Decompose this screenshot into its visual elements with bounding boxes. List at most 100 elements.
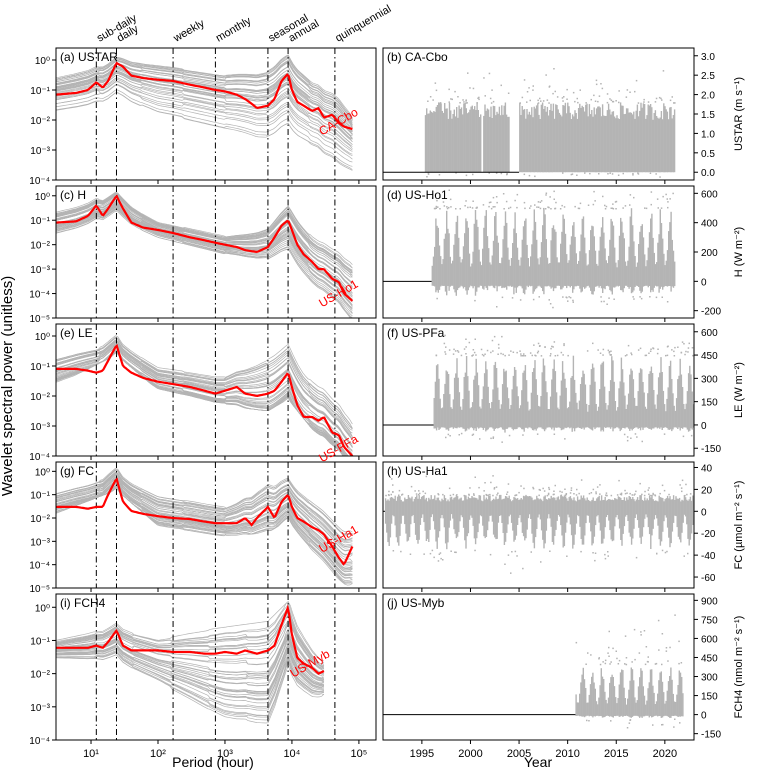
data-band (685, 403, 687, 428)
data-band (689, 365, 691, 431)
data-point (486, 349, 489, 352)
data-point (658, 96, 661, 99)
data-band (634, 256, 636, 287)
data-band (473, 379, 475, 431)
data-band (518, 408, 521, 428)
data-point (649, 172, 652, 174)
data-point (656, 198, 659, 200)
data-point (466, 102, 468, 104)
data-band (648, 682, 650, 718)
data-point (418, 490, 420, 492)
data-band (434, 111, 436, 173)
data-band (666, 690, 668, 717)
data-band (459, 406, 462, 428)
data-band (514, 497, 516, 540)
data-band (500, 494, 502, 516)
data-band (609, 239, 611, 291)
data-point (566, 88, 568, 91)
data-point (626, 436, 629, 438)
right-ylabel: FCH4 (nmol m⁻² s⁻¹) (733, 616, 745, 719)
data-band (646, 498, 648, 518)
data-point (478, 486, 480, 489)
data-band (558, 262, 561, 286)
data-band (614, 498, 616, 527)
data-point (502, 353, 504, 356)
data-point (449, 435, 451, 437)
data-point (552, 346, 554, 348)
data-band (524, 365, 527, 428)
data-point (661, 549, 664, 552)
data-band (630, 112, 633, 173)
data-band (532, 500, 534, 543)
data-band (525, 218, 527, 290)
data-point (659, 176, 661, 178)
data-point (631, 353, 633, 356)
data-band (652, 499, 654, 529)
data-point (548, 486, 550, 489)
data-band (591, 499, 593, 546)
panel-tag: (e) LE (60, 326, 93, 340)
data-band (477, 226, 479, 288)
y-tick-label: 10⁻² (30, 514, 50, 525)
data-point (538, 488, 541, 491)
data-band (673, 109, 676, 173)
data-point (682, 435, 685, 438)
data-point (509, 206, 512, 209)
panel-frame (55, 593, 377, 741)
ensemble-curve (56, 205, 353, 303)
data-band (527, 258, 529, 288)
data-point (635, 79, 638, 82)
data-point (452, 493, 455, 496)
data-band (531, 497, 533, 534)
data-band (485, 110, 487, 173)
data-band (651, 213, 653, 291)
data-point (554, 484, 556, 487)
data-point (456, 494, 458, 496)
data-band (563, 495, 566, 547)
data-point (608, 646, 610, 649)
y-tick-label: 10⁰ (35, 192, 50, 203)
data-point (566, 555, 568, 557)
data-band (678, 497, 681, 540)
data-point (624, 355, 627, 357)
data-band (458, 237, 460, 289)
data-band (669, 222, 671, 286)
data-band (677, 379, 679, 429)
ensemble-curve (56, 69, 353, 135)
data-band (654, 704, 656, 716)
data-band (597, 265, 599, 286)
data-band (507, 116, 509, 173)
data-point (492, 475, 494, 477)
data-point (447, 433, 450, 436)
data-band (611, 356, 613, 428)
data-band (657, 377, 660, 428)
data-band (620, 497, 622, 540)
data-band (522, 495, 525, 537)
data-point (560, 494, 563, 497)
data-point (665, 647, 668, 649)
data-point (645, 646, 648, 648)
data-point (667, 660, 669, 662)
data-band (466, 113, 469, 173)
data-band (447, 118, 449, 173)
data-band (451, 118, 453, 173)
data-point (493, 487, 496, 489)
data-band (406, 499, 408, 542)
data-point (655, 97, 658, 100)
data-point (520, 355, 522, 357)
data-point (463, 494, 465, 497)
data-band (543, 496, 545, 549)
data-point (594, 559, 596, 562)
data-point (454, 350, 457, 352)
data-band (531, 244, 533, 286)
data-band (596, 263, 598, 287)
ensemble-curve (56, 350, 347, 456)
data-band (566, 408, 569, 428)
data-band (506, 387, 509, 429)
data-band (563, 218, 565, 286)
y-tick-label: 600 (701, 328, 718, 339)
data-point (549, 355, 552, 357)
data-band (636, 262, 639, 287)
data-band (579, 384, 582, 429)
